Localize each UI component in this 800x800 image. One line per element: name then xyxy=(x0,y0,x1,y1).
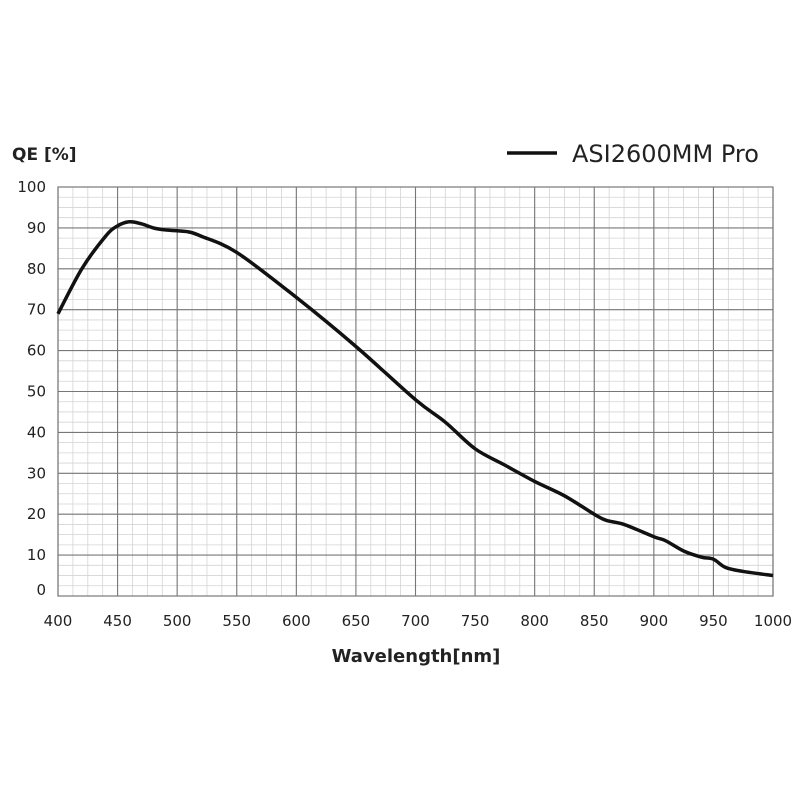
x-tick-label: 900 xyxy=(640,612,669,630)
y-tick-label: 60 xyxy=(27,342,46,360)
y-tick-label: 50 xyxy=(27,383,46,401)
x-tick-label: 800 xyxy=(520,612,549,630)
y-tick-label: 0 xyxy=(36,581,46,599)
x-tick-label: 400 xyxy=(44,612,73,630)
x-tick-label: 600 xyxy=(282,612,311,630)
axes: 400 450 500 550 600 650 700 750 800 850 900 950 1000… xyxy=(17,178,792,630)
x-tick-label: 950 xyxy=(699,612,728,630)
y-axis-label: QE [%] xyxy=(12,145,77,165)
x-tick-label: 500 xyxy=(163,612,192,630)
series-line xyxy=(56,219,774,578)
plot-frame xyxy=(57,186,774,597)
y-tick-label: 90 xyxy=(27,219,46,237)
y-tick-label: 100 xyxy=(17,178,46,196)
y-tick-label: 20 xyxy=(27,505,46,523)
x-axis-label: Wavelength[nm] xyxy=(332,646,501,667)
y-tick-label: 70 xyxy=(27,301,46,319)
x-tick-label: 450 xyxy=(103,612,132,630)
x-tick-label: 700 xyxy=(401,612,430,630)
y-tick-label: 40 xyxy=(27,423,46,441)
x-tick-label: 650 xyxy=(342,612,371,630)
x-tick-label: 850 xyxy=(580,612,609,630)
y-tick-label: 80 xyxy=(27,260,46,278)
y-tick-label: 30 xyxy=(27,464,46,482)
y-tick-label: 10 xyxy=(27,546,46,564)
grid xyxy=(57,186,774,597)
legend-label: ASI2600MM Pro xyxy=(572,140,759,168)
x-tick-label: 750 xyxy=(461,612,490,630)
x-tick-label: 550 xyxy=(222,612,251,630)
series xyxy=(56,219,774,578)
x-tick-label: 1000 xyxy=(754,612,792,630)
